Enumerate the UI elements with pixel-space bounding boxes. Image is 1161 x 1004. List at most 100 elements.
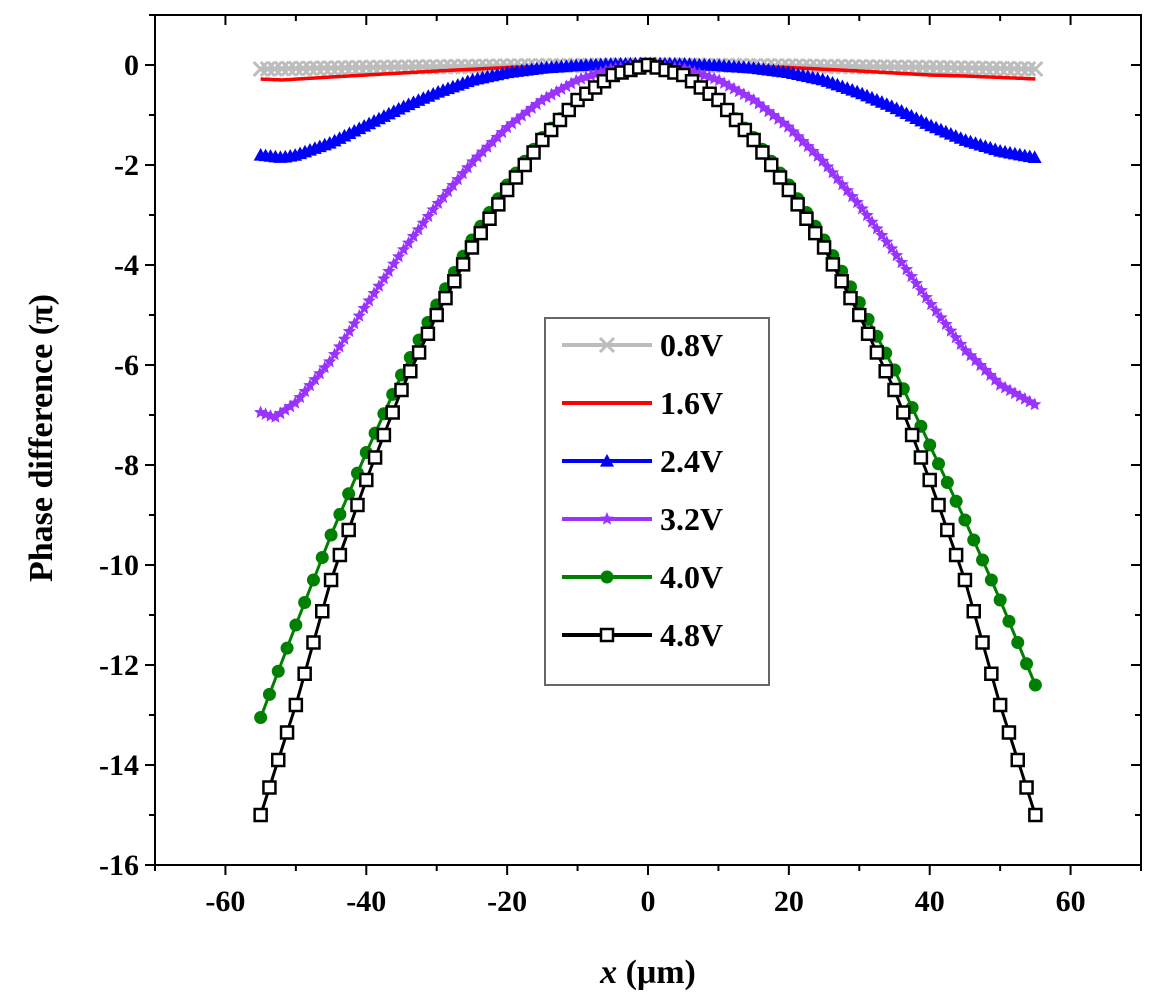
series-point (544, 87, 559, 101)
series-point (790, 197, 805, 212)
series-point (559, 79, 573, 93)
series-point (262, 780, 277, 795)
series-point (252, 60, 269, 78)
series-point (843, 290, 858, 306)
series-point (1028, 807, 1043, 823)
series-point (382, 264, 396, 278)
legend-marker (600, 570, 614, 584)
series-point (377, 271, 391, 285)
series-point (959, 343, 973, 357)
series-point (954, 337, 968, 350)
series-point (976, 553, 990, 567)
series-point (367, 450, 383, 465)
series-point (525, 101, 539, 114)
series-point (461, 160, 475, 174)
series-point (342, 487, 356, 501)
series-point (376, 427, 392, 443)
series-point (808, 58, 826, 75)
series-point (315, 604, 330, 619)
series-point (554, 82, 568, 95)
series-point (332, 339, 347, 353)
series-point (262, 687, 276, 701)
series-point (852, 307, 867, 323)
series-point (365, 59, 382, 76)
series-point (253, 807, 268, 823)
series-point (505, 116, 519, 130)
series-point (894, 255, 909, 269)
x-tick-label: 20 (774, 885, 804, 918)
series-point (466, 154, 480, 168)
legend-label: 1.6V (660, 385, 723, 421)
series-point (357, 301, 371, 314)
series-point (266, 60, 283, 77)
series-point (811, 149, 825, 162)
series-point (520, 105, 534, 118)
series-point (1013, 60, 1030, 77)
series-point (913, 450, 929, 465)
series-point (254, 711, 268, 724)
series-point (865, 215, 879, 228)
series-point (394, 382, 409, 398)
series-point (860, 208, 874, 222)
series-point (515, 108, 529, 122)
y-tick-label: -4 (114, 249, 139, 282)
series-point (411, 345, 427, 360)
series-point (480, 140, 495, 153)
series-point (306, 635, 321, 650)
series-point (411, 222, 426, 236)
series-point (283, 399, 297, 413)
series-point (318, 360, 332, 374)
series-point (287, 60, 304, 77)
series-point (416, 216, 430, 229)
legend-marker (598, 336, 616, 354)
series-point (473, 225, 488, 241)
series-point (539, 90, 554, 104)
series-point (825, 165, 840, 179)
x-tick-label: 40 (915, 885, 945, 918)
series-point (323, 354, 337, 368)
series-point (940, 522, 955, 538)
series-point (500, 120, 514, 134)
legend-entry: 4.0V (562, 559, 723, 595)
legend-label: 4.0V (660, 559, 723, 595)
series-point (470, 58, 488, 75)
series-point (308, 372, 322, 386)
series-point (825, 257, 841, 272)
series-point (1019, 780, 1034, 795)
series-point (420, 326, 436, 341)
series-point (446, 178, 460, 192)
series-point (924, 297, 938, 311)
legend-box (544, 317, 770, 686)
series-point (273, 60, 290, 77)
series-point (341, 522, 356, 538)
series-point (776, 116, 790, 129)
series-point (932, 457, 946, 471)
series-point (1008, 386, 1022, 400)
series-point (963, 60, 981, 77)
series-point (1028, 397, 1042, 411)
series-point (288, 396, 302, 409)
series-point (870, 221, 884, 235)
series-point (278, 403, 292, 416)
series-point (761, 104, 776, 118)
series-point (949, 494, 963, 508)
series-point (385, 405, 400, 420)
series-point (313, 366, 327, 380)
series-point (999, 60, 1016, 77)
legend-label: 0.8V (660, 327, 723, 363)
series-point (1023, 394, 1037, 408)
series-point (914, 283, 928, 297)
series-point (956, 59, 973, 77)
series-point (392, 249, 406, 263)
series-point (1011, 636, 1025, 649)
series-point (495, 125, 509, 139)
y-tick-label: -16 (99, 849, 139, 882)
series-layer (252, 56, 1044, 823)
legend-marker (599, 627, 615, 643)
series-point (294, 60, 311, 77)
series-point (993, 593, 1007, 607)
series-point (372, 59, 389, 76)
series-point (909, 276, 923, 290)
series-point (907, 59, 924, 76)
series-point (746, 132, 761, 148)
